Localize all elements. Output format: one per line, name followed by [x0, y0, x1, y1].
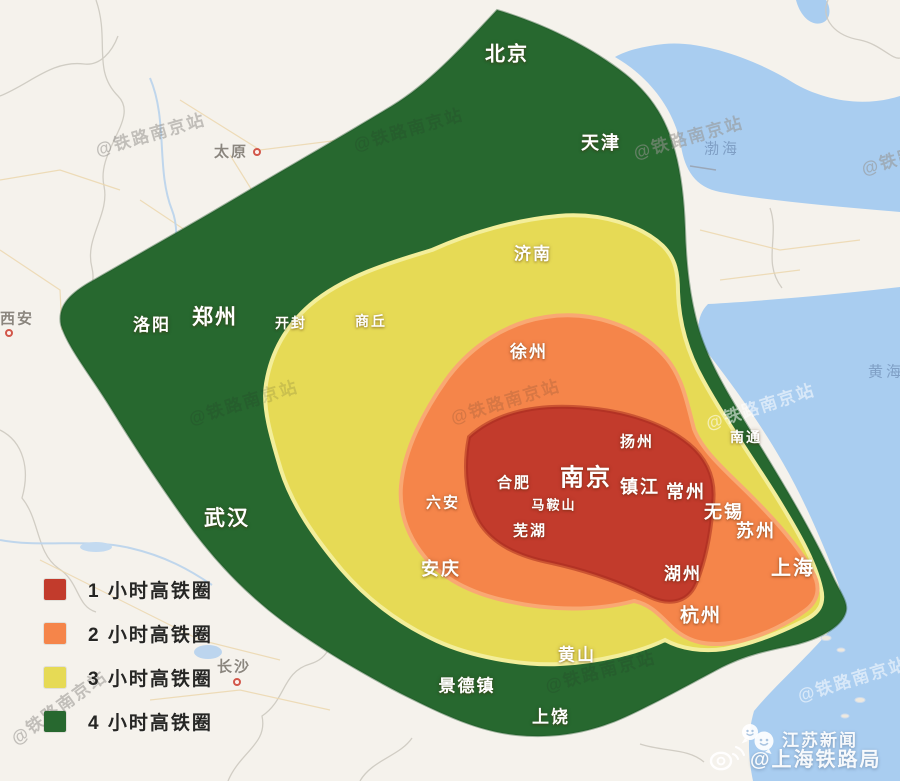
legend-item: 4 小时高铁圈	[44, 708, 213, 735]
city-label: 南通	[730, 429, 762, 445]
legend-color-chip	[44, 667, 66, 688]
legend-item: 1 小时高铁圈	[44, 576, 213, 603]
city-dot	[233, 678, 241, 686]
lake	[80, 542, 112, 552]
weibo-account-text: @上海铁路局	[750, 748, 882, 771]
city-dot	[5, 329, 13, 337]
city-label: 黄山	[558, 645, 596, 665]
city-label: 六安	[425, 494, 461, 512]
chat-bubbles-icon	[741, 724, 774, 754]
city-label: 南京	[560, 464, 612, 492]
city-label: 商丘	[355, 313, 387, 329]
yellow-sea-shape	[698, 287, 900, 781]
legend-item: 2 小时高铁圈	[44, 620, 213, 647]
legend-color-chip	[44, 623, 66, 644]
basemap-city-label: 西安	[0, 310, 35, 328]
city-label: 洛阳	[133, 315, 171, 335]
city-label: 芜湖	[512, 522, 548, 540]
city-label: 北京	[485, 43, 529, 66]
city-label: 景德镇	[438, 676, 496, 696]
legend-color-chip	[44, 579, 66, 600]
city-label: 无锡	[704, 502, 744, 522]
bohai-islet	[689, 165, 717, 171]
city-label: 杭州	[679, 605, 723, 627]
city-label: 安庆	[421, 559, 461, 579]
lake	[194, 645, 222, 659]
legend-label: 1 小时高铁圈	[88, 581, 213, 602]
city-label: 上海	[771, 557, 815, 580]
legend-color-chip	[44, 711, 66, 732]
city-label: 镇江	[620, 477, 660, 497]
city-label: 郑州	[192, 306, 238, 329]
zone-1h-path	[463, 404, 716, 604]
city-label: 徐州	[510, 342, 548, 362]
city-label: 常州	[666, 482, 706, 502]
city-label: 马鞍山	[531, 497, 577, 513]
weibo-icon	[709, 745, 746, 771]
legend: 1 小时高铁圈 2 小时高铁圈 3 小时高铁圈 4 小时高铁圈	[44, 576, 213, 752]
city-label: 合肥	[496, 474, 532, 492]
legend-label: 3 小时高铁圈	[88, 669, 213, 690]
legend-item: 3 小时高铁圈	[44, 664, 213, 691]
news-logo: 江苏新闻	[738, 722, 858, 754]
city-dot	[253, 148, 261, 156]
bohai-sea-shape	[615, 43, 900, 212]
legend-label: 4 小时高铁圈	[88, 713, 213, 734]
city-label: 扬州	[619, 433, 655, 451]
city-label: 武汉	[204, 507, 250, 530]
city-label: 上饶	[532, 707, 570, 727]
city-label: 开封	[275, 315, 307, 331]
city-label: 天津	[581, 133, 621, 153]
city-label: 苏州	[736, 521, 776, 541]
city-label: 湖州	[664, 564, 702, 584]
sea-label: 渤海	[703, 140, 741, 158]
coast-inlet	[796, 0, 830, 24]
basemap-city-label: 太原	[213, 143, 249, 161]
weibo-account: @上海铁路局	[706, 742, 882, 772]
legend-label: 2 小时高铁圈	[88, 625, 213, 646]
sea-label: 黄海	[867, 363, 900, 381]
city-label: 济南	[514, 244, 552, 264]
news-logo-text: 江苏新闻	[782, 730, 858, 750]
basemap-city-label: 长沙	[216, 658, 252, 676]
